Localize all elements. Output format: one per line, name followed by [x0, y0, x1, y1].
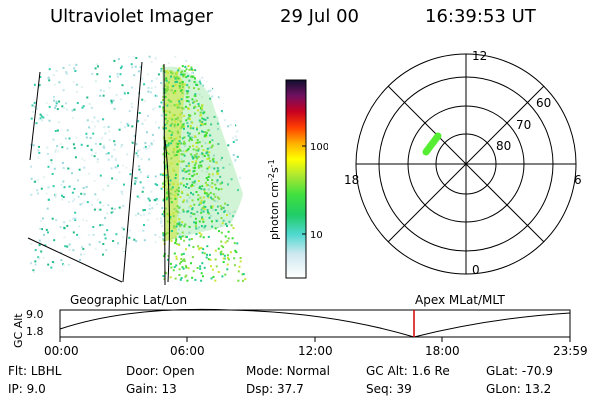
polar-plot: 12 18 6 0 60 70 80 [344, 49, 582, 277]
footer-door: Door: Open [126, 364, 195, 378]
footer-mode: Mode: Normal [246, 364, 330, 378]
footer-seq: Seq: 39 [366, 382, 412, 396]
xtick-0000: 00:00 [44, 344, 79, 358]
colorbar-scale [285, 79, 307, 279]
lat-label-70: 70 [516, 118, 531, 132]
footer-glon: GLon: 13.2 [486, 382, 552, 396]
footer-gain: Gain: 13 [126, 382, 177, 396]
timeline-frame [59, 309, 571, 338]
xtick-0600: 06:00 [170, 344, 205, 358]
colorbar-tick-10: 10 [310, 230, 323, 241]
meridian-line [164, 139, 170, 283]
colorbar: 100 10 photon cm-2s-1 [267, 79, 328, 279]
time-label: 16:39:53 UT [425, 6, 536, 27]
altitude-timeline: GC Alt 9.0 1.8 [12, 308, 571, 348]
lat-label-80: 80 [496, 139, 511, 153]
mlt-label-18: 18 [344, 173, 359, 187]
boundary-line-terminator [163, 63, 166, 286]
boundary-line-middle [122, 61, 143, 283]
lat-label-60: 60 [536, 96, 551, 110]
ytick-high: 9.0 [26, 308, 44, 321]
ytick-low: 1.8 [26, 325, 44, 338]
footer-glat: GLat: -70.9 [486, 364, 553, 378]
xtick-1200: 12:00 [298, 344, 333, 358]
footer-gc-alt: GC Alt: 1.6 Re [366, 364, 450, 378]
geographic-image [27, 55, 247, 286]
boundary-line-bottom [27, 237, 123, 283]
mlt-label-6: 6 [574, 173, 582, 187]
instrument-title: Ultraviolet Imager [50, 6, 213, 27]
colorbar-tick-100: 100 [310, 142, 328, 153]
footer-dsp: Dsp: 37.7 [246, 382, 304, 396]
date-label: 29 Jul 00 [280, 6, 359, 27]
timeline-right-label: Apex MLat/MLT [415, 293, 505, 307]
timeline-ylabel: GC Alt [12, 313, 25, 348]
colorbar-unit-label: photon cm-2s-1 [267, 159, 281, 240]
auroral-arc-mark [422, 132, 442, 156]
xtick-2359: 23:59 [553, 344, 588, 358]
mlt-label-0: 0 [472, 263, 480, 277]
xtick-1800: 18:00 [425, 344, 460, 358]
footer-ip: IP: 9.0 [8, 382, 46, 396]
timeline-left-label: Geographic Lat/Lon [70, 293, 188, 307]
altitude-curve [59, 308, 571, 338]
mlt-label-12: 12 [472, 49, 487, 63]
boundary-line-left [29, 71, 41, 161]
footer-filter: Flt: LBHL [8, 364, 62, 378]
